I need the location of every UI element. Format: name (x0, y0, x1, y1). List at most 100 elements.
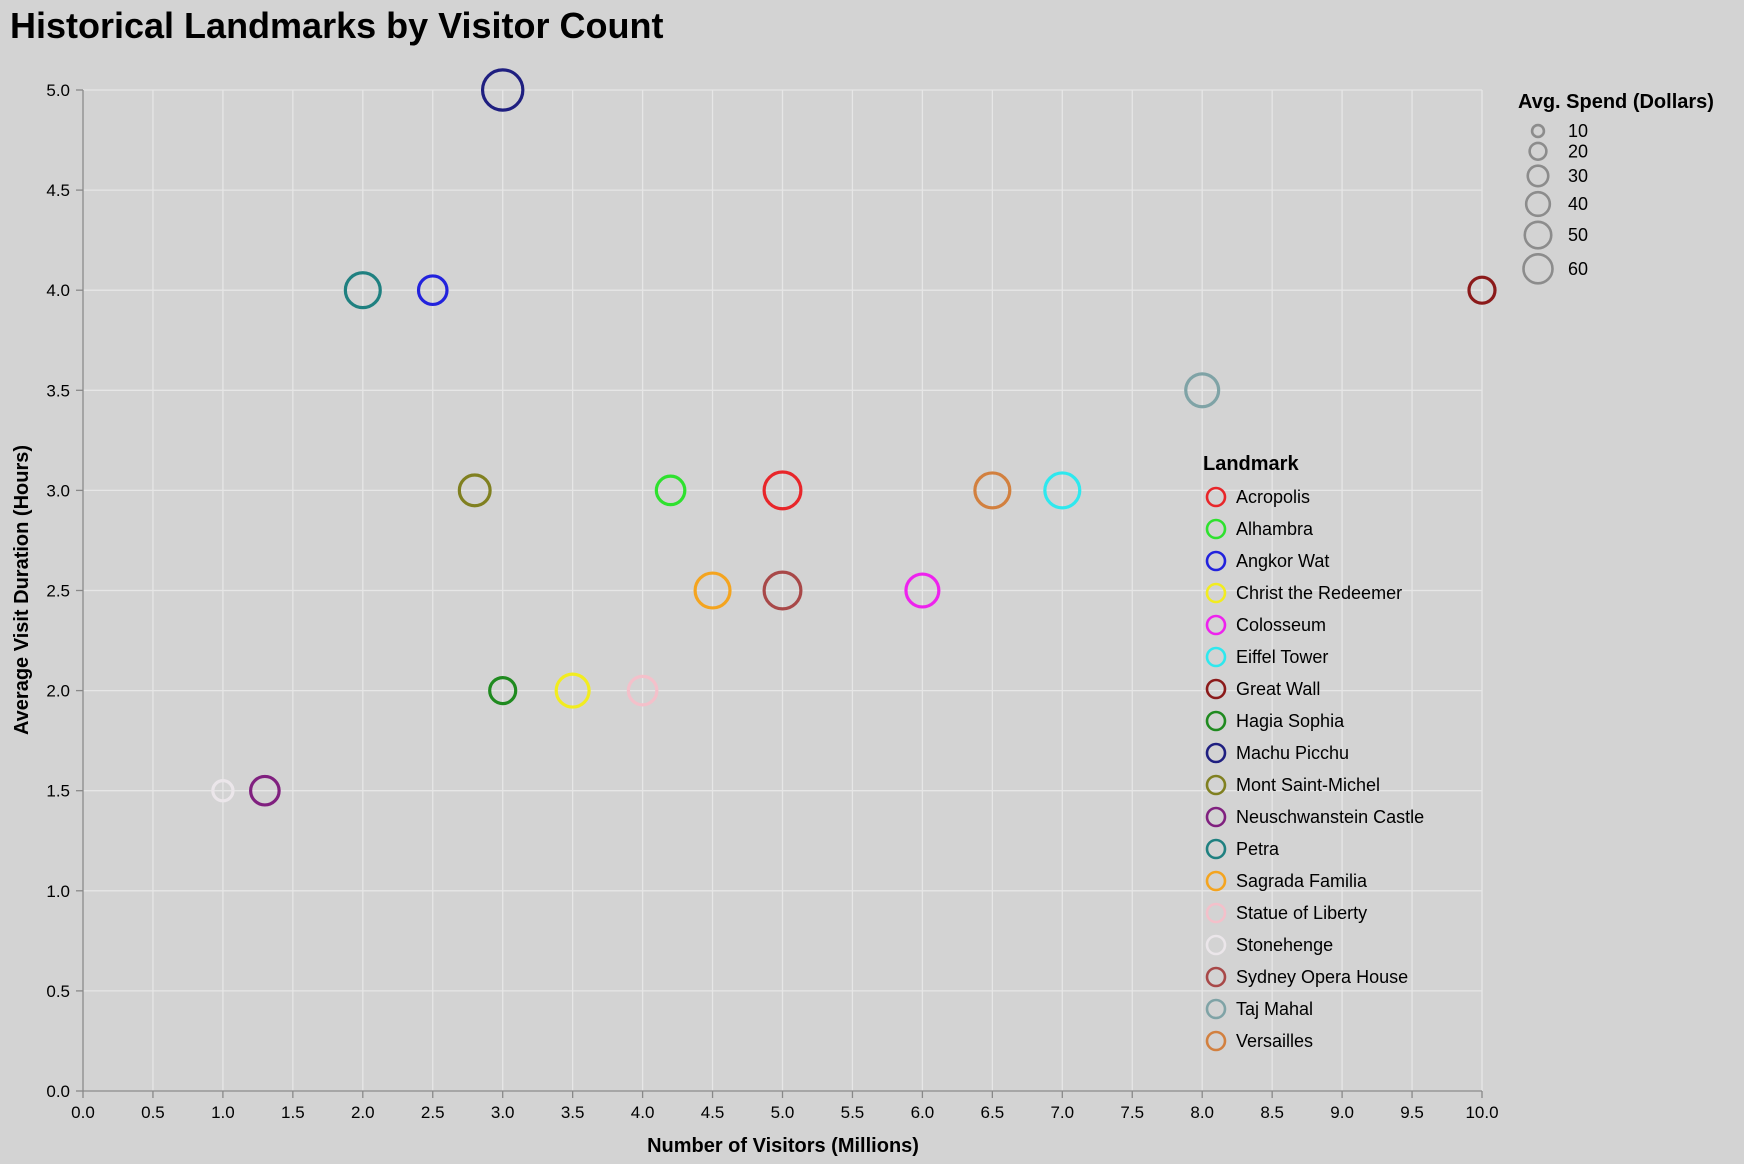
axes-layer: 0.0 0.5 1.0 1.5 2.0 2.5 3.0 3.5 4.0 4.5 5.0 5.5 6.0 6… (46, 81, 1498, 1122)
x-tick-label: 2.0 (351, 1103, 375, 1122)
color-legend-symbol (1205, 518, 1227, 540)
x-tick-label: 0.5 (141, 1103, 165, 1122)
x-tick-label: 5.0 (771, 1103, 795, 1122)
size-legend-title: Avg. Spend (Dollars) (1518, 91, 1714, 113)
point-neuschwanstein-castle[interactable] (249, 774, 281, 807)
x-tick-label: 9.0 (1330, 1103, 1354, 1122)
color-legend: Landmark Acropolis Alhambra Angkor Wat Chri… (1203, 453, 1424, 1052)
color-legend-symbol (1205, 710, 1227, 732)
color-legend-symbol (1205, 902, 1227, 924)
color-legend-label-machu-picchu: Machu Picchu (1236, 743, 1349, 763)
color-legend-label-acropolis: Acropolis (1236, 487, 1310, 507)
y-tick-label: 1.0 (46, 882, 70, 901)
color-legend-symbol (1205, 998, 1227, 1020)
point-statue-of-liberty[interactable] (626, 674, 659, 707)
point-versailles[interactable] (973, 471, 1012, 510)
size-legend-label: 60 (1568, 259, 1588, 279)
color-legend-label-sydney-opera-house: Sydney Opera House (1236, 967, 1408, 987)
color-legend-symbol (1205, 486, 1227, 508)
color-legend-label-angkor-wat: Angkor Wat (1236, 551, 1329, 571)
size-legend-symbol (1528, 141, 1548, 161)
y-tick-label: 4.0 (46, 281, 70, 300)
size-legend-symbol (1524, 190, 1552, 218)
y-tick-label: 5.0 (46, 81, 70, 100)
color-legend-symbol (1205, 806, 1227, 828)
x-tick-label: 2.5 (421, 1103, 445, 1122)
x-tick-label: 4.5 (701, 1103, 725, 1122)
x-tick-label: 9.5 (1400, 1103, 1424, 1122)
color-legend-symbol (1205, 678, 1227, 700)
color-legend-symbol (1205, 934, 1227, 956)
size-legend-label: 30 (1568, 166, 1588, 186)
size-legend-label: 50 (1568, 225, 1588, 245)
y-tick-label: 2.0 (46, 682, 70, 701)
x-axis-title: Number of Visitors (Millions) (647, 1135, 919, 1157)
color-legend-label-versailles: Versailles (1236, 1031, 1313, 1051)
x-tick-label: 1.5 (281, 1103, 305, 1122)
size-legend-symbol (1530, 123, 1546, 139)
size-legend-symbol (1526, 164, 1550, 188)
point-alhambra[interactable] (654, 474, 687, 507)
x-tick-label: 3.5 (561, 1103, 585, 1122)
point-eiffel-tower[interactable] (1043, 471, 1082, 510)
size-legend-label: 40 (1568, 194, 1588, 214)
point-sagrada-familia[interactable] (693, 571, 732, 610)
point-machu-picchu[interactable] (480, 68, 525, 112)
point-great-wall[interactable] (1467, 275, 1497, 305)
color-legend-label-eiffel-tower: Eiffel Tower (1236, 647, 1328, 667)
y-tick-label: 3.5 (46, 381, 70, 400)
point-acropolis[interactable] (762, 470, 803, 511)
color-legend-label-mont-saint-michel: Mont Saint-Michel (1236, 775, 1380, 795)
color-legend-symbol (1205, 774, 1227, 796)
x-tick-label: 7.0 (1050, 1103, 1074, 1122)
point-taj-mahal[interactable] (1184, 372, 1221, 409)
color-legend-symbol (1205, 614, 1227, 636)
x-tick-label: 8.0 (1190, 1103, 1214, 1122)
color-legend-title: Landmark (1203, 453, 1299, 475)
color-legend-label-neuschwanstein-castle: Neuschwanstein Castle (1236, 807, 1424, 827)
color-legend-symbol (1205, 582, 1227, 604)
points-layer (211, 68, 1497, 807)
color-legend-symbol (1205, 838, 1227, 860)
grid-layer (82, 89, 1483, 1092)
x-tick-label: 6.0 (911, 1103, 935, 1122)
color-legend-label-alhambra: Alhambra (1236, 519, 1314, 539)
point-hagia-sophia[interactable] (488, 675, 518, 706)
x-tick-label: 3.0 (491, 1103, 515, 1122)
color-legend-label-statue-of-liberty: Statue of Liberty (1236, 903, 1367, 923)
color-legend-label-stonehenge: Stonehenge (1236, 935, 1333, 955)
color-legend-label-sagrada-familia: Sagrada Familia (1236, 871, 1368, 891)
y-tick-label: 4.5 (46, 181, 70, 200)
color-legend-label-christ-the-redeemer: Christ the Redeemer (1236, 583, 1402, 603)
y-axis-title: Average Visit Duration (Hours) (11, 445, 33, 735)
point-sydney-opera-house[interactable] (762, 570, 803, 611)
color-legend-symbol (1205, 742, 1227, 764)
color-legend-label-petra: Petra (1236, 839, 1280, 859)
point-mont-saint-michel[interactable] (457, 473, 492, 508)
point-christ-the-redeemer[interactable] (554, 672, 591, 709)
size-legend-symbol (1522, 253, 1554, 285)
point-colosseum[interactable] (904, 572, 941, 609)
x-tick-label: 1.0 (211, 1103, 235, 1122)
y-tick-label: 0.0 (46, 1082, 70, 1101)
y-tick-label: 0.5 (46, 982, 70, 1001)
color-legend-symbol (1205, 870, 1227, 892)
color-legend-symbol (1205, 966, 1227, 988)
point-angkor-wat[interactable] (416, 274, 449, 307)
x-tick-label: 6.5 (981, 1103, 1005, 1122)
color-legend-symbol (1205, 646, 1227, 668)
color-legend-label-great-wall: Great Wall (1236, 679, 1320, 699)
color-legend-symbol (1205, 1030, 1227, 1052)
size-legend-label: 10 (1568, 121, 1588, 141)
y-tick-label: 1.5 (46, 782, 70, 801)
x-tick-label: 8.5 (1260, 1103, 1284, 1122)
x-tick-label: 0.0 (71, 1103, 95, 1122)
size-legend-symbol (1523, 220, 1553, 250)
point-stonehenge[interactable] (211, 779, 235, 803)
y-tick-label: 2.5 (46, 582, 70, 601)
point-petra[interactable] (343, 271, 382, 310)
color-legend-label-taj-mahal: Taj Mahal (1236, 999, 1313, 1019)
size-legend-label: 20 (1568, 141, 1588, 161)
